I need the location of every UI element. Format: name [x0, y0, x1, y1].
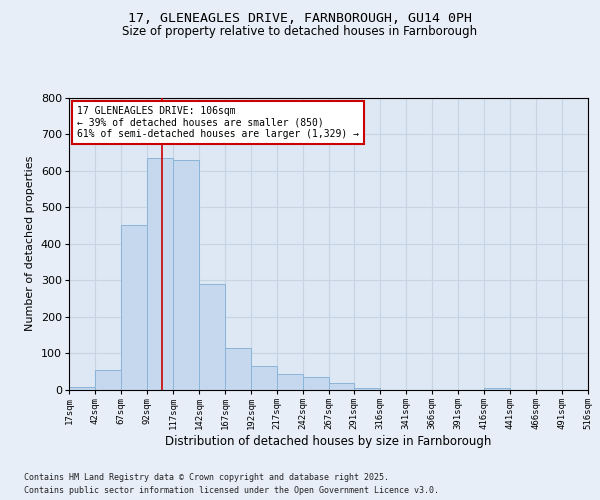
- Bar: [303, 377, 329, 390]
- Bar: [225, 348, 251, 390]
- Bar: [121, 226, 147, 390]
- Bar: [69, 387, 95, 390]
- X-axis label: Distribution of detached houses by size in Farnborough: Distribution of detached houses by size …: [166, 434, 491, 448]
- Bar: [147, 158, 173, 390]
- Bar: [173, 160, 199, 390]
- Text: Contains public sector information licensed under the Open Government Licence v3: Contains public sector information licen…: [24, 486, 439, 495]
- Bar: [277, 374, 303, 390]
- Bar: [199, 284, 225, 390]
- Y-axis label: Number of detached properties: Number of detached properties: [25, 156, 35, 332]
- Text: 17, GLENEAGLES DRIVE, FARNBOROUGH, GU14 0PH: 17, GLENEAGLES DRIVE, FARNBOROUGH, GU14 …: [128, 12, 472, 26]
- Text: Contains HM Land Registry data © Crown copyright and database right 2025.: Contains HM Land Registry data © Crown c…: [24, 472, 389, 482]
- Text: Size of property relative to detached houses in Farnborough: Size of property relative to detached ho…: [122, 25, 478, 38]
- Bar: [329, 382, 354, 390]
- Text: 17 GLENEAGLES DRIVE: 106sqm
← 39% of detached houses are smaller (850)
61% of se: 17 GLENEAGLES DRIVE: 106sqm ← 39% of det…: [77, 106, 359, 140]
- Bar: [95, 370, 121, 390]
- Bar: [354, 388, 380, 390]
- Bar: [484, 388, 510, 390]
- Bar: [251, 366, 277, 390]
